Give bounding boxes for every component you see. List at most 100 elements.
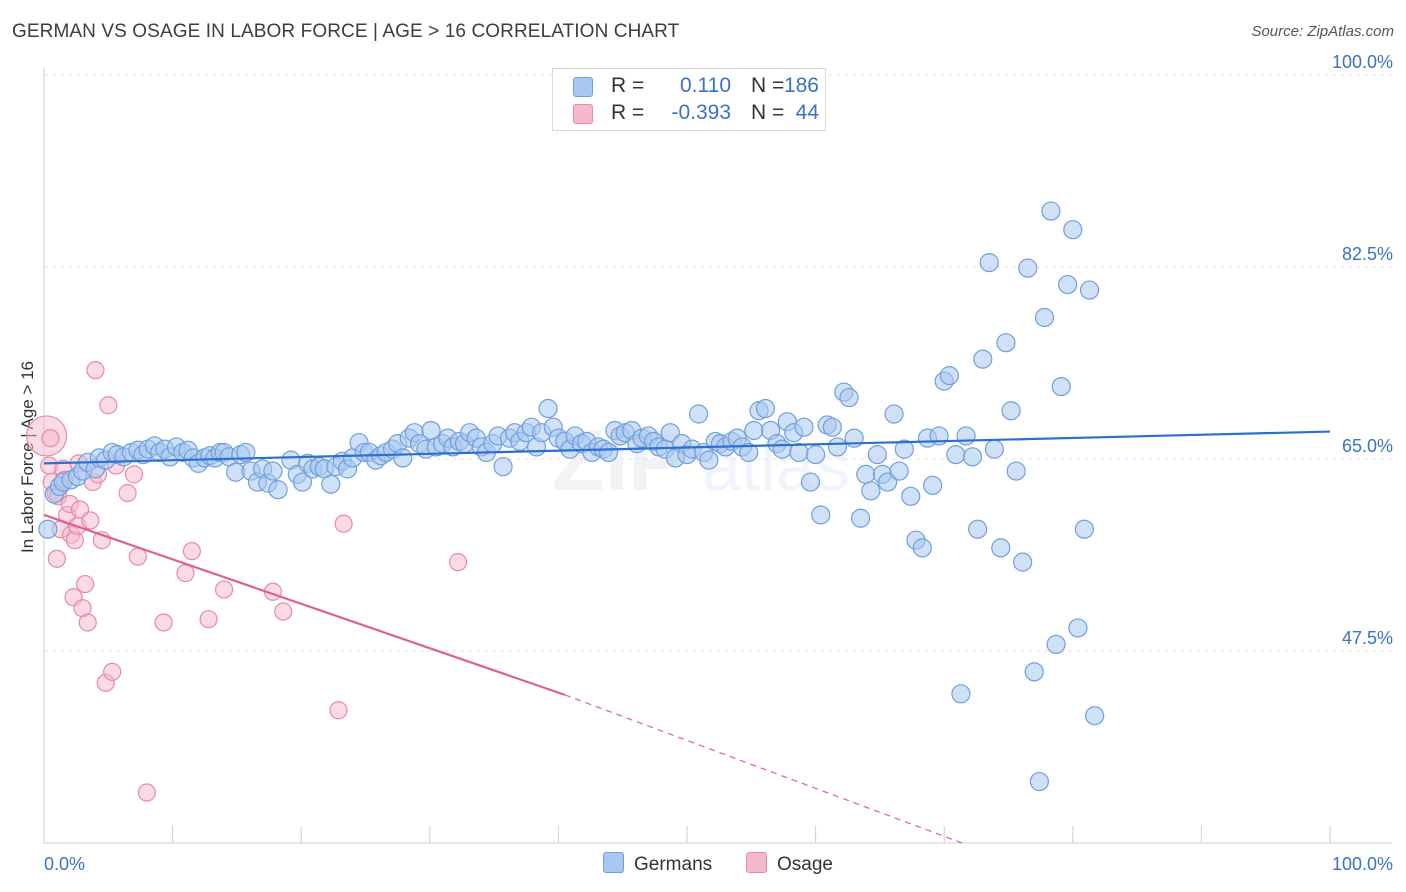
y-tick-label: 65.0% (1342, 436, 1393, 456)
bottom-legend-osage: Osage (746, 852, 833, 876)
y-tick-label: 82.5% (1342, 244, 1393, 264)
german-point (889, 461, 909, 481)
osage-point (86, 361, 105, 380)
osage-point (124, 465, 144, 484)
german-point (739, 442, 759, 463)
osage-point (118, 483, 137, 503)
legend-n-label: N = (751, 74, 785, 97)
bottom-legend-label-germans: Germans (634, 854, 713, 875)
german-point (1001, 401, 1021, 421)
german-point (894, 439, 914, 459)
german-point (794, 417, 814, 437)
german-point (1058, 274, 1078, 295)
german-point (901, 486, 921, 506)
german-point (789, 442, 809, 463)
osage-points (25, 361, 468, 802)
osage-point (176, 564, 195, 583)
legend-swatch-germans (573, 77, 593, 97)
osage-point (99, 396, 118, 415)
german-point (973, 349, 993, 369)
german-point (800, 472, 821, 492)
german-point (962, 447, 983, 467)
osage-point (137, 783, 156, 802)
bottom-legend-label-osage: Osage (777, 854, 833, 875)
osage-trend-line (43, 513, 566, 696)
german-trend-line (43, 430, 1331, 465)
german-point (851, 508, 871, 528)
osage-point (214, 580, 234, 599)
osage-point (76, 574, 95, 594)
german-point (1079, 280, 1100, 300)
german-point (923, 475, 943, 495)
osage-point (199, 610, 218, 629)
y-tick-label: 47.5% (1342, 628, 1393, 648)
bottom-legend-swatch-osage (746, 852, 767, 873)
german-point (1085, 706, 1105, 726)
german-point (772, 439, 792, 459)
osage-point (41, 429, 60, 448)
german-point (946, 445, 966, 465)
german-point (811, 505, 831, 525)
osage-trend-extension (564, 694, 963, 844)
osage-point (182, 542, 201, 561)
german-point (1074, 519, 1094, 539)
x-tick-label: 100.0% (1332, 854, 1393, 874)
german-point (393, 448, 413, 468)
legend-r-value: 0.110 (680, 74, 731, 97)
osage-point (448, 553, 468, 572)
x-tick-label: 0.0% (44, 854, 85, 874)
german-point (1006, 461, 1026, 481)
german-point (996, 333, 1016, 353)
tick-labels: 47.5% 65.0% 82.5% 100.0% 0.0% 100.0% (44, 52, 1393, 874)
osage-point (329, 701, 348, 720)
german-point (268, 480, 288, 500)
osage-point (103, 662, 122, 681)
y-tick-label: 100.0% (1332, 52, 1393, 72)
german-point (839, 387, 859, 408)
osage-point (47, 549, 66, 568)
trend-lines (43, 430, 1331, 844)
german-point (1029, 771, 1049, 792)
german-point (598, 442, 619, 463)
german-point (984, 439, 1004, 459)
bottom-legend-swatch-germans (603, 852, 624, 873)
legend-box: R = 0.110 N = 186 R = -0.393 N = 44 (552, 68, 826, 131)
chart-title: GERMAN VS OSAGE IN LABOR FORCE | AGE > 1… (12, 21, 680, 42)
legend-swatch-osage (573, 104, 593, 124)
german-point (827, 437, 848, 457)
german-points (38, 201, 1105, 792)
german-point (979, 253, 999, 273)
german-point (755, 398, 776, 419)
german-point (1051, 376, 1071, 397)
german-point (688, 404, 709, 424)
german-point (744, 420, 764, 441)
german-point (292, 472, 313, 492)
german-point (236, 442, 256, 463)
osage-point (128, 547, 147, 566)
german-point (1041, 201, 1061, 221)
legend-r-label: R = (611, 74, 645, 97)
german-point (822, 417, 842, 437)
german-point (956, 426, 976, 446)
osage-point (154, 613, 173, 632)
legend-n-label: N = (751, 101, 785, 124)
german-point (884, 404, 904, 424)
osage-point (78, 613, 97, 632)
german-point (856, 464, 876, 484)
chart-source: Source: ZipAtlas.com (1251, 23, 1394, 40)
german-point (38, 519, 58, 539)
german-point (1013, 552, 1033, 572)
german-point (968, 519, 988, 539)
german-point (912, 538, 932, 558)
german-point (939, 366, 959, 386)
legend-n-value: 186 (783, 74, 819, 97)
german-point (1046, 634, 1066, 655)
osage-point (81, 511, 100, 530)
german-point (991, 538, 1011, 558)
legend-r-value: -0.393 (671, 101, 731, 124)
german-point (493, 457, 513, 477)
german-point (699, 450, 719, 470)
german-point (1024, 662, 1044, 682)
german-point (263, 461, 283, 481)
